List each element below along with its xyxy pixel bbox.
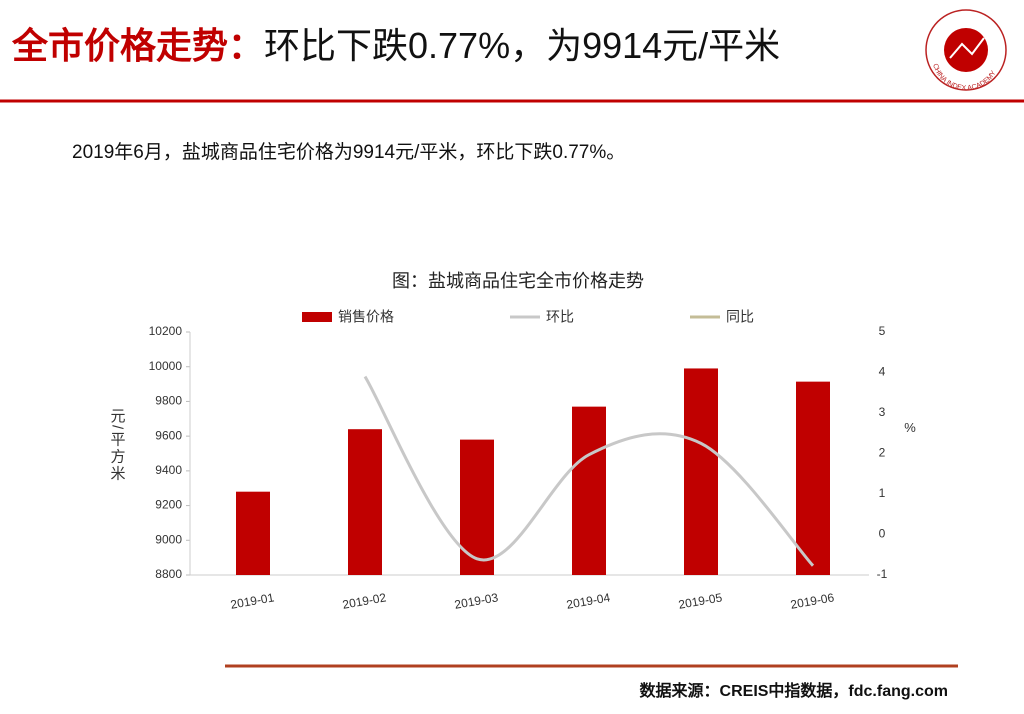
- line: [363, 375, 815, 567]
- x-tick-label: 2019-03: [453, 590, 499, 611]
- bar: [684, 368, 718, 575]
- logo: CHINA INDEX ACADEMY: [925, 9, 1007, 92]
- y2-tick-label: 4: [879, 365, 886, 379]
- y-tick-label: 8800: [155, 567, 182, 581]
- source: 数据来源：CREIS中指数据，fdc.fang.com: [640, 681, 948, 700]
- bar: [348, 429, 382, 575]
- legend-swatch: [302, 312, 332, 322]
- bar: [572, 406, 606, 575]
- y2-tick-label: 2: [879, 446, 886, 460]
- slide-title: 全市价格走势：环比下跌0.77%，为9914元/平米: [11, 25, 780, 66]
- title-lead: 全市价格走势：: [11, 25, 264, 66]
- summary: 2019年6月，盐城商品住宅价格为9914元/平米，环比下跌0.77%。: [72, 141, 625, 163]
- y-tick-label: 9800: [155, 394, 182, 408]
- y2-tick-label: -1: [877, 567, 888, 581]
- y-tick-label: 9200: [155, 498, 182, 512]
- bar: [796, 381, 830, 575]
- y2-tick-label: 3: [879, 405, 886, 419]
- x-tick-label: 2019-05: [677, 590, 723, 611]
- x-tick-label: 2019-02: [341, 590, 387, 611]
- x-tick-label: 2019-06: [789, 590, 835, 611]
- bar: [236, 491, 270, 575]
- chart-title: 图：盐城商品住宅全市价格走势: [392, 271, 644, 291]
- title-rest: 环比下跌0.77%，为9914元/平米: [264, 25, 780, 66]
- legend-label: 销售价格: [338, 309, 394, 325]
- bar: [460, 439, 494, 575]
- y-axis-label: 元/平方米: [109, 408, 126, 482]
- y2-tick-label: 1: [879, 486, 886, 500]
- legend-label: 同比: [726, 309, 754, 325]
- x-tick-label: 2019-01: [229, 590, 275, 611]
- y-tick-label: 10000: [149, 359, 183, 373]
- y-tick-label: 9600: [155, 428, 182, 442]
- y-tick-label: 10200: [149, 324, 183, 338]
- y2-axis-label: %: [904, 420, 916, 435]
- y2-tick-label: 5: [879, 324, 886, 338]
- legend-label: 环比: [546, 309, 574, 325]
- x-tick-label: 2019-04: [565, 590, 611, 611]
- y2-tick-label: 0: [879, 527, 886, 541]
- y-tick-label: 9400: [155, 463, 182, 477]
- y-tick-label: 9000: [155, 532, 182, 546]
